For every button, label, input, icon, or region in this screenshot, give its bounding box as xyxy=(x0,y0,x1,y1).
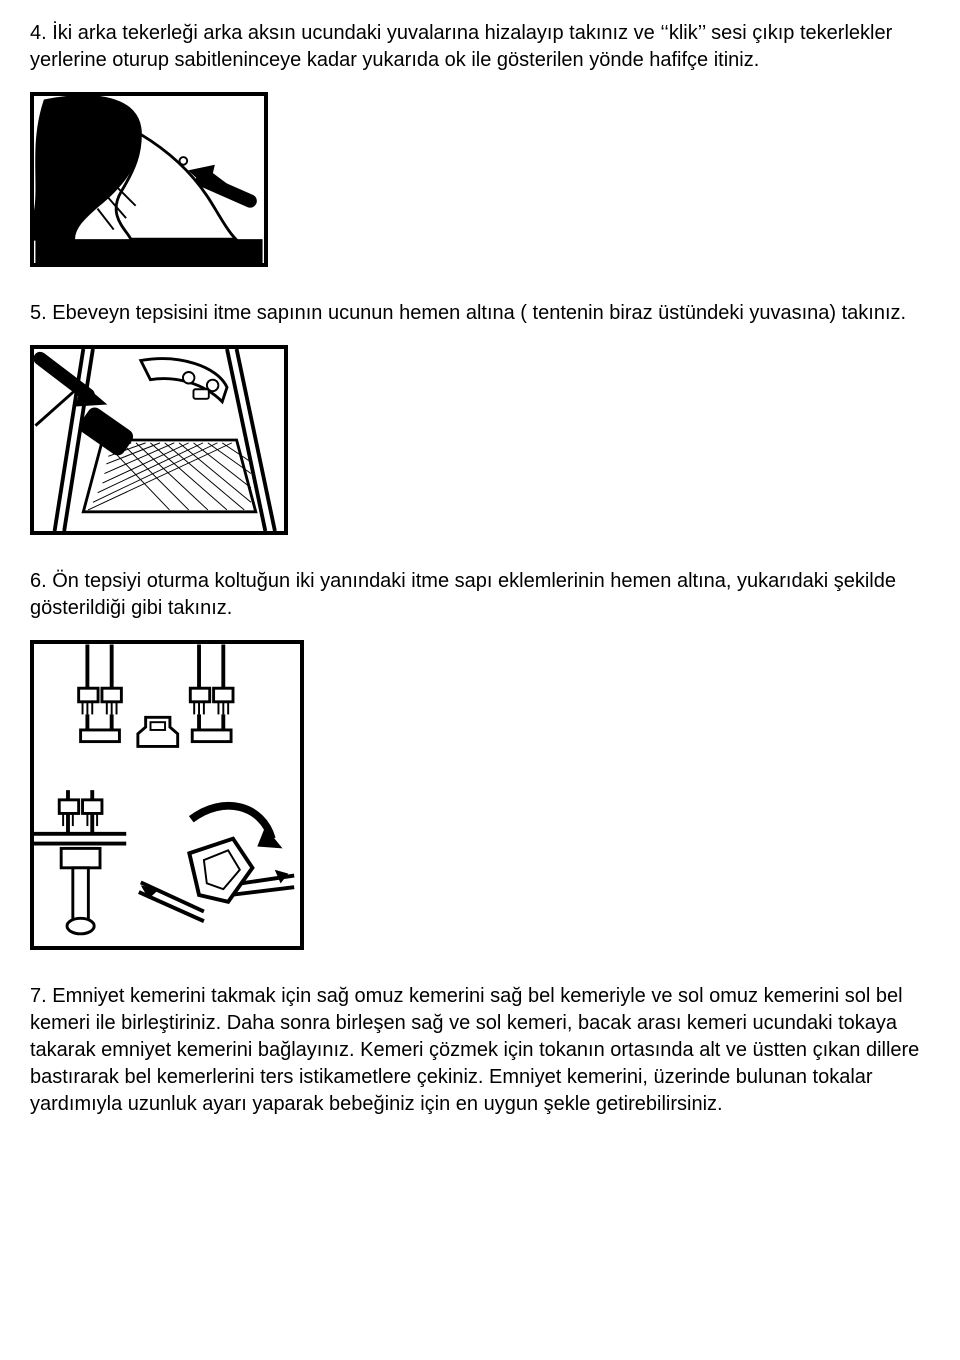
parent-tray-illustration xyxy=(34,349,284,531)
figure-step-5 xyxy=(30,345,288,535)
figure-step-4 xyxy=(30,92,268,267)
front-tray-belt-illustration xyxy=(34,644,300,946)
step-4-text: 4. İki arka tekerleği arka aksın ucundak… xyxy=(30,20,930,74)
step-7-text: 7. Emniyet kemerini takmak için sağ omuz… xyxy=(30,983,930,1118)
tray-insert xyxy=(139,806,294,921)
top-buckle-right xyxy=(190,645,233,742)
wheel-attach-illustration xyxy=(34,96,264,263)
step-5-text: 5. Ebeveyn tepsisini itme sapının ucunun… xyxy=(30,300,930,327)
step-6-text: 6. Ön tepsiyi oturma koltuğun iki yanınd… xyxy=(30,568,930,622)
top-buckle-left xyxy=(79,645,122,742)
figure-step-6 xyxy=(30,640,304,950)
bottom-left-buckles xyxy=(34,790,126,934)
